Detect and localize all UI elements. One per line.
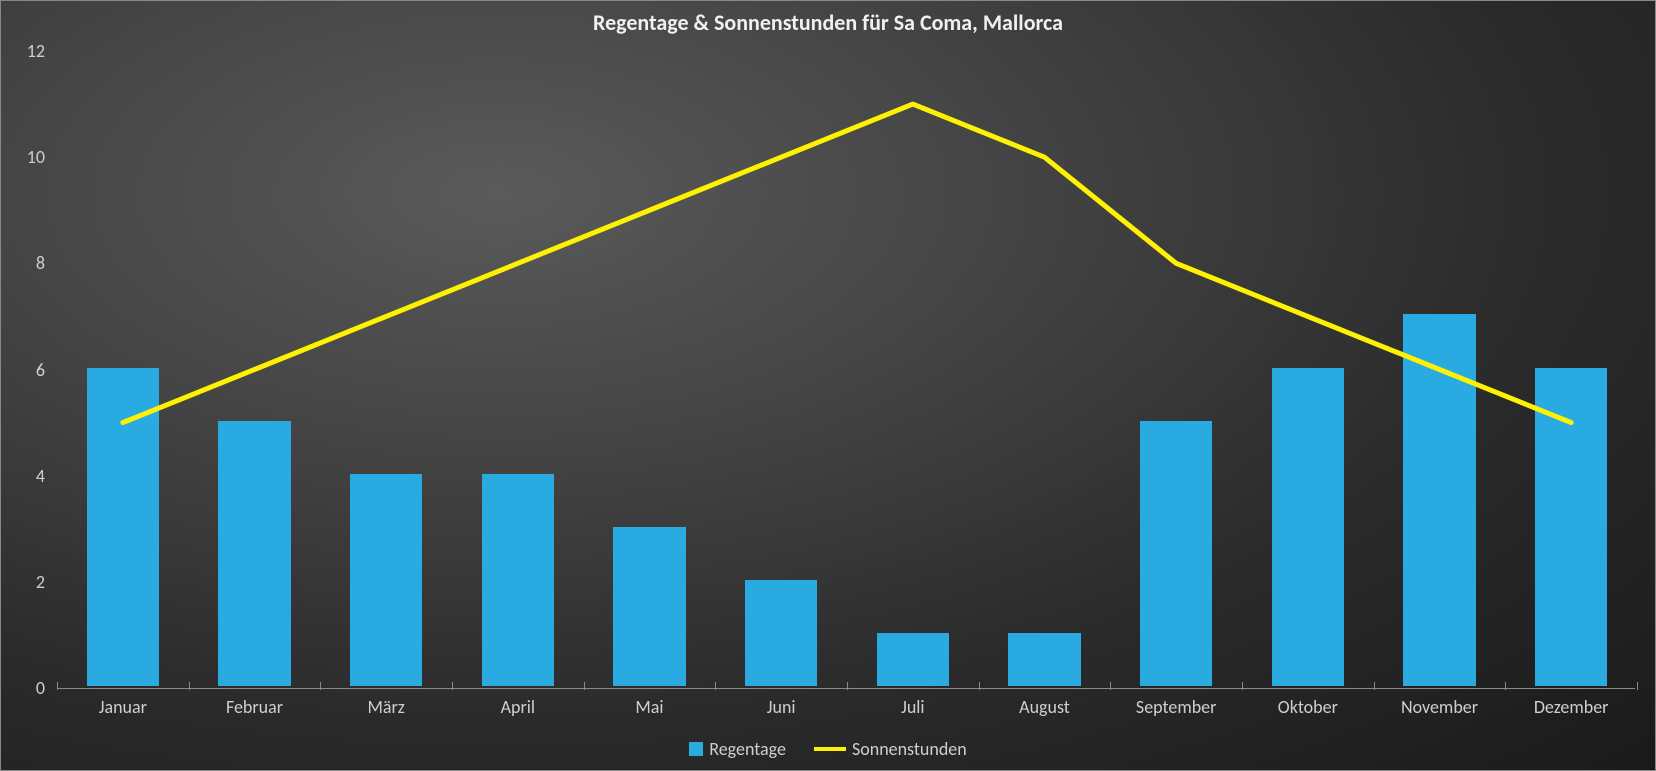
plot-area: [57, 51, 1635, 686]
y-tick-label: 4: [36, 465, 45, 487]
y-tick-label: 0: [36, 677, 45, 699]
x-tick-mark: [1637, 682, 1638, 690]
legend-swatch-line: [814, 747, 846, 751]
x-tick-mark: [847, 682, 848, 690]
axis-line-bottom: [57, 688, 1635, 689]
x-tick-label: Juni: [767, 696, 796, 718]
y-tick-label: 12: [27, 40, 45, 62]
legend-label-line: Sonnenstunden: [852, 738, 967, 760]
x-tick-mark: [1110, 682, 1111, 690]
x-tick-mark: [1242, 682, 1243, 690]
x-tick-mark: [1374, 682, 1375, 690]
x-tick-label: Februar: [226, 696, 283, 718]
legend: Regentage Sonnenstunden: [1, 738, 1655, 760]
y-tick-label: 2: [36, 571, 45, 593]
chart-container: Regentage & Sonnenstunden für Sa Coma, M…: [0, 0, 1656, 771]
line-series: [123, 104, 1571, 423]
x-tick-label: April: [501, 696, 535, 718]
x-tick-mark: [979, 682, 980, 690]
x-tick-label: Dezember: [1534, 696, 1609, 718]
x-tick-mark: [320, 682, 321, 690]
line-layer: [57, 51, 1637, 688]
x-tick-label: August: [1019, 696, 1070, 718]
y-tick-label: 10: [27, 146, 45, 168]
x-tick-mark: [584, 682, 585, 690]
x-tick-label: Oktober: [1278, 696, 1338, 718]
y-axis: 024681012: [1, 51, 57, 686]
x-tick-label: November: [1401, 696, 1478, 718]
x-tick-label: Juli: [901, 696, 924, 718]
x-tick-mark: [1505, 682, 1506, 690]
x-axis: Januar Februar März April Mai Juni Juli August S…: [57, 690, 1635, 720]
x-tick-mark: [452, 682, 453, 690]
y-tick-label: 6: [36, 359, 45, 381]
x-tick-mark: [57, 682, 58, 690]
legend-item-bars: Regentage: [689, 738, 786, 760]
x-tick-label: Januar: [99, 696, 147, 718]
x-tick-mark: [715, 682, 716, 690]
legend-item-line: Sonnenstunden: [814, 738, 967, 760]
legend-swatch-bar: [689, 742, 703, 756]
chart-title: Regentage & Sonnenstunden für Sa Coma, M…: [1, 9, 1655, 36]
x-tick-label: September: [1136, 696, 1216, 718]
x-tick-label: Mai: [635, 696, 663, 718]
y-tick-label: 8: [36, 252, 45, 274]
x-tick-label: März: [367, 696, 404, 718]
x-tick-mark: [189, 682, 190, 690]
legend-label-bars: Regentage: [709, 738, 786, 760]
